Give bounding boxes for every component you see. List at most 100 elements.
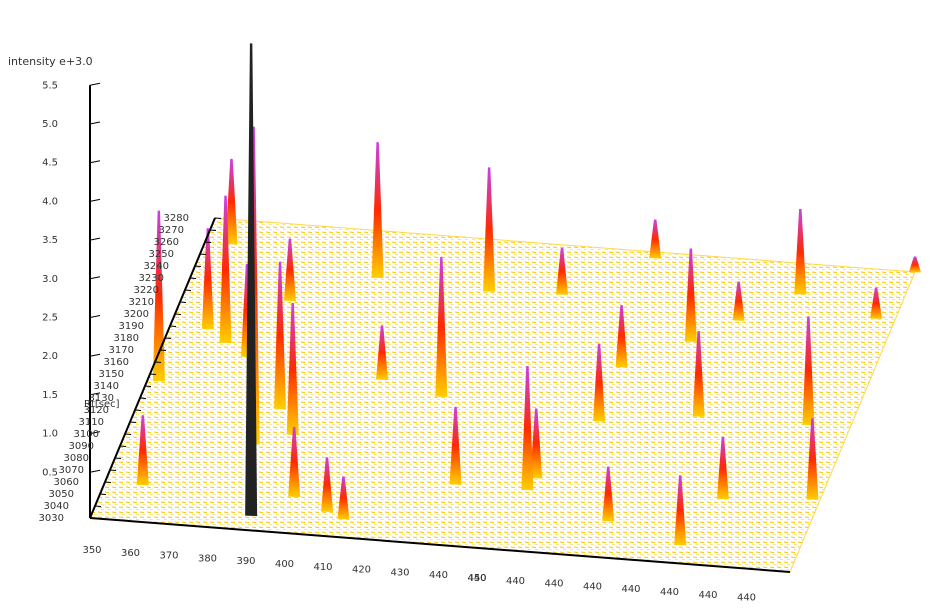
peak <box>870 287 883 320</box>
y-tick <box>209 229 217 231</box>
y-tick-label: 3160 <box>104 357 129 368</box>
y-tick-label: 3150 <box>99 369 124 380</box>
x-tick-label: 410 <box>313 562 332 573</box>
y-tick <box>199 253 207 255</box>
x-tick-label: 390 <box>236 556 255 567</box>
peak <box>225 158 238 245</box>
z-tick <box>89 392 101 396</box>
z-tick-label: 1.0 <box>42 429 58 440</box>
z-tick <box>89 82 101 86</box>
peak <box>376 325 389 381</box>
x-tick-label: 400 <box>275 559 294 570</box>
z-tick-label: 4.5 <box>42 158 58 169</box>
z-tick-label: 2.0 <box>42 351 58 362</box>
y-tick <box>164 337 172 339</box>
x-tick-label: 440 <box>467 573 486 584</box>
y-tick <box>204 241 212 243</box>
y-tick <box>194 265 202 267</box>
z-tick-label: 3.5 <box>42 235 58 246</box>
peak <box>201 228 214 330</box>
z-tick <box>89 121 101 125</box>
y-tick-label: 3240 <box>144 261 169 272</box>
z-tick <box>89 431 101 435</box>
x-tick-label: 430 <box>390 567 409 578</box>
z-tick-label: 2.5 <box>42 313 58 324</box>
x-tick-label: 370 <box>159 551 178 562</box>
z-tick <box>89 353 101 357</box>
y-tick <box>99 493 107 495</box>
y-tick <box>129 421 137 423</box>
x-tick-label: 350 <box>82 545 101 556</box>
peak <box>286 302 299 436</box>
x-tick-label: 440 <box>660 587 679 598</box>
peak <box>684 248 697 342</box>
y-tick <box>124 433 132 435</box>
x-tick-label: 440 <box>429 570 448 581</box>
y-tick-label: 3090 <box>69 441 94 452</box>
y-tick-label: 3190 <box>119 321 144 332</box>
y-tick <box>139 397 147 399</box>
peak <box>649 219 662 259</box>
y-tick-label: 3220 <box>134 285 159 296</box>
y-tick <box>174 313 182 315</box>
peak <box>521 365 534 491</box>
y-tick <box>159 349 167 351</box>
peak <box>530 408 543 479</box>
z-tick <box>89 237 101 241</box>
peak <box>283 238 296 302</box>
peak <box>337 476 350 520</box>
z-tick-label: 5.0 <box>42 119 58 130</box>
y-axis-line <box>89 217 216 519</box>
peak <box>136 415 149 486</box>
x-tick-label: 440 <box>506 576 525 587</box>
peak <box>802 316 815 426</box>
x-tick-label: 440 <box>621 584 640 595</box>
y-tick-label: 3060 <box>54 477 79 488</box>
y-tick <box>179 301 187 303</box>
z-tick-label: 3.0 <box>42 274 58 285</box>
x-tick-label: 440 <box>544 579 563 590</box>
x-tick-label: 420 <box>352 565 371 576</box>
y-tick-label: 3260 <box>154 237 179 248</box>
floor <box>89 217 916 573</box>
peaks <box>136 43 921 546</box>
peak <box>371 142 384 279</box>
z-tick <box>89 276 101 280</box>
z-tick <box>89 315 101 318</box>
y-tick <box>149 373 157 375</box>
peak <box>593 343 606 422</box>
y-tick <box>134 409 142 411</box>
y-tick <box>119 445 127 447</box>
peak <box>732 281 745 321</box>
peak <box>274 261 286 410</box>
x-tick-label: 440 <box>698 590 717 601</box>
y-tick <box>114 457 122 459</box>
peak <box>219 195 232 344</box>
peak <box>245 43 258 517</box>
z-tick-label: 1.5 <box>42 390 58 401</box>
x-tick-label: 360 <box>121 548 140 559</box>
peak <box>674 475 687 546</box>
y-axis-label: Rt[sec] <box>84 399 120 410</box>
peak <box>321 457 334 513</box>
y-tick <box>189 277 197 279</box>
peak <box>152 210 165 382</box>
y-tick <box>109 469 117 471</box>
z-tick <box>89 160 101 164</box>
x-tick-label: 450 <box>467 573 486 584</box>
z-tick <box>89 469 101 473</box>
y-tick-label: 3210 <box>129 297 154 308</box>
peak <box>692 331 705 417</box>
axes: 0.5 1.0 1.5 2.0 2.5 3.0 3.5 4.0 4.5 5.0 5.5 3030304… <box>39 80 791 604</box>
y-tick-label: 3170 <box>109 345 134 356</box>
z-tick-label: 4.0 <box>42 196 58 207</box>
peak <box>449 406 462 485</box>
x-axis-line <box>89 517 791 573</box>
y-tick-label: 3050 <box>49 489 74 500</box>
y-tick-label: 3110 <box>79 417 104 428</box>
peak <box>483 167 496 292</box>
x-tick-label: 440 <box>737 593 756 604</box>
y-tick-label: 3100 <box>74 429 99 440</box>
y-tick-label: 3180 <box>114 333 139 344</box>
y-tick <box>104 481 112 483</box>
